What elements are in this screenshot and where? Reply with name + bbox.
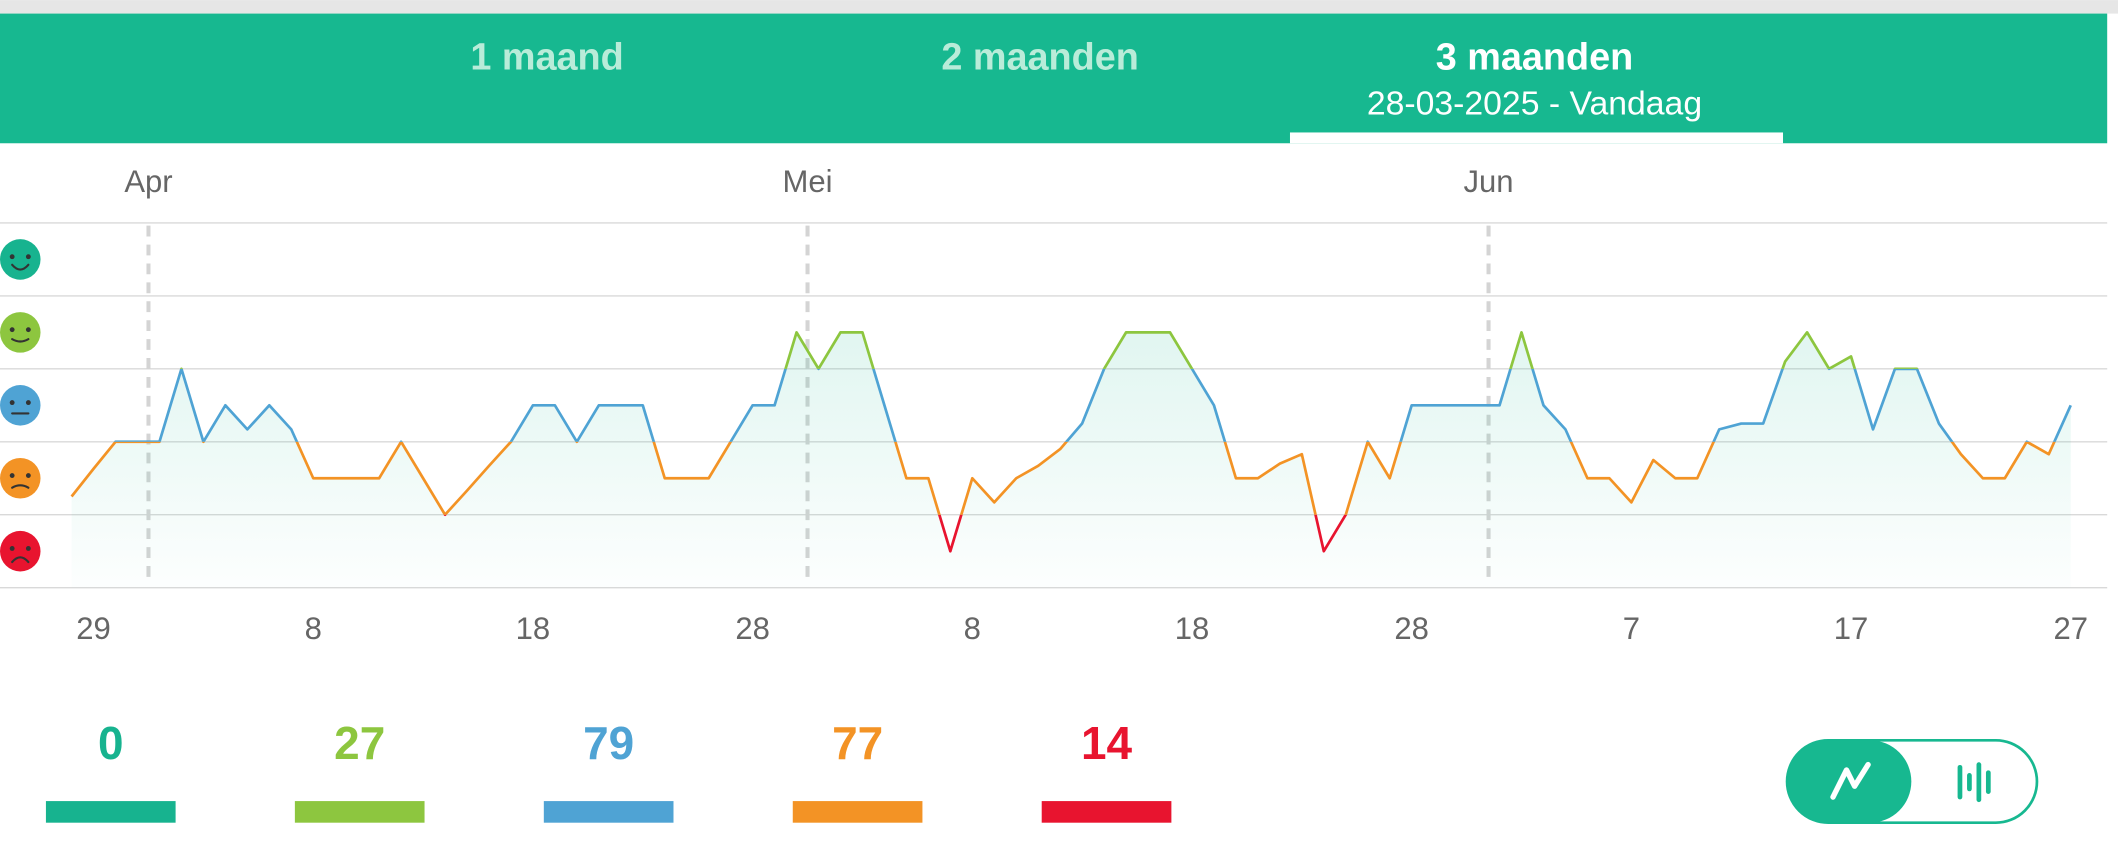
mood-face (0, 457, 41, 499)
bar-view-button[interactable] (1957, 762, 1991, 803)
mood-eye (25, 400, 31, 406)
mood-eye (9, 473, 15, 478)
tab-active[interactable]: 3 maanden (1436, 36, 1634, 78)
mood-icon (0, 312, 41, 353)
x-tick-label: 7 (1623, 611, 1640, 646)
mood-count-bar (543, 801, 674, 823)
mood-mouth (11, 263, 30, 271)
chart: Apr Mei Jun 29 8 18 28 8 18 28 7 17 27 (0, 164, 2108, 646)
tab-bar (0, 13, 2108, 144)
mood-face (0, 312, 41, 353)
status-strip (0, 0, 2118, 14)
mood-eye (25, 327, 31, 333)
month-label: Apr (124, 164, 172, 199)
mood-eye (9, 546, 15, 551)
mood-count: 77 (832, 717, 883, 769)
mood-mouth (11, 338, 30, 343)
mood-count: 79 (583, 717, 634, 769)
mood-eye (25, 254, 31, 260)
mood-eye (9, 327, 15, 333)
tab[interactable]: 1 maand (470, 36, 623, 78)
view-toggle[interactable] (1785, 738, 2039, 825)
x-tick-label: 29 (76, 611, 111, 646)
x-tick-label: 8 (305, 611, 322, 646)
mood-count: 0 (98, 717, 124, 769)
x-tick-label: 18 (516, 611, 551, 646)
mood-count-bar (1041, 801, 1172, 823)
mood-face (0, 385, 41, 426)
mood-face (0, 239, 41, 280)
x-tick-label: 28 (1394, 611, 1429, 646)
x-tick-label: 8 (964, 611, 981, 646)
mood-eye (25, 546, 31, 551)
mood-icon (0, 457, 41, 499)
x-tick-label: 18 (1175, 611, 1210, 646)
line-icon (1830, 761, 1871, 800)
mood-count: 14 (1081, 717, 1133, 769)
mood-count-bar (294, 801, 425, 823)
x-tick-label: 17 (1834, 611, 1869, 646)
mood-icon (0, 385, 41, 426)
line-view-button[interactable] (1787, 740, 1912, 823)
mood-eye (9, 254, 15, 260)
mood-icon (0, 530, 41, 572)
mood-icon (0, 239, 41, 280)
tab[interactable]: 2 maanden (941, 36, 1139, 78)
mood-eye (25, 473, 31, 478)
area (71, 332, 2071, 588)
mood-face (0, 530, 41, 572)
mood-mouth (11, 556, 30, 564)
month-label: Mei (783, 164, 833, 199)
month-label: Jun (1464, 164, 1514, 199)
x-tick-label: 28 (735, 611, 770, 646)
tab-subtitle: 28-03-2025 - Vandaag (1367, 84, 1702, 122)
x-tick-label: 27 (2053, 611, 2088, 646)
mood-count-bar (45, 801, 176, 823)
tab-indicator (1289, 132, 1784, 144)
mood-eye (9, 400, 15, 406)
mood-line (70, 441, 2056, 515)
summary: 0 27 79 77 14 (45, 717, 1172, 823)
mood-count: 27 (334, 717, 385, 769)
mood-count-bar (792, 801, 923, 823)
mood-line (113, 368, 2072, 442)
mood-mouth (11, 484, 30, 489)
